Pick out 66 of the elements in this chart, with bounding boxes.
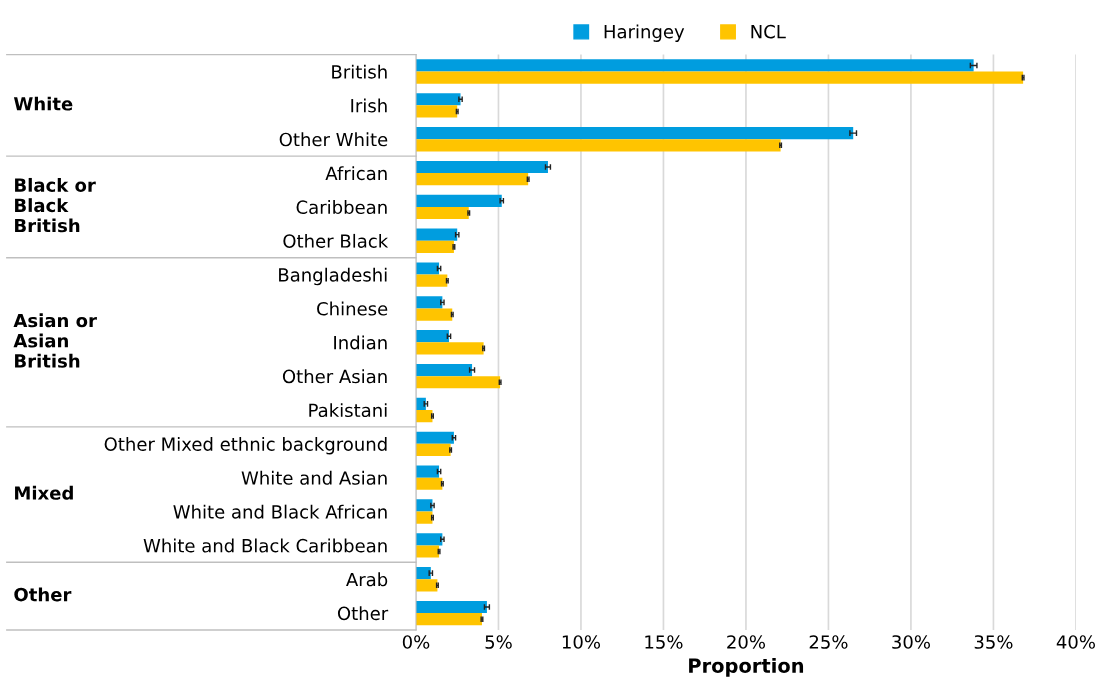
bar bbox=[415, 71, 1024, 84]
y-tick-label: British bbox=[332, 64, 387, 79]
bar bbox=[415, 296, 443, 309]
y-tick-label: Other Asian bbox=[282, 369, 387, 384]
bar bbox=[415, 228, 458, 241]
bar bbox=[415, 545, 440, 558]
x-tick-label: 20% bbox=[727, 635, 766, 649]
bar bbox=[415, 477, 443, 490]
bar bbox=[415, 579, 438, 592]
bar bbox=[415, 431, 454, 444]
text: White bbox=[13, 96, 73, 111]
bar bbox=[415, 342, 484, 355]
bar bbox=[415, 376, 501, 389]
y-tick-label: Chinese bbox=[317, 301, 388, 316]
y-tick-label: African bbox=[325, 166, 387, 181]
text: Other bbox=[14, 587, 72, 602]
x-tick-label: 10% bbox=[562, 635, 601, 649]
bar bbox=[415, 206, 469, 220]
text: Black or Black British bbox=[15, 177, 96, 233]
y-tick-label: White and Asian bbox=[241, 470, 387, 485]
x-tick-label: 25% bbox=[809, 635, 848, 649]
bar bbox=[415, 330, 449, 343]
y-tick-label: White and Black African bbox=[173, 504, 387, 519]
bar bbox=[415, 511, 433, 524]
y-tick-label: Caribbean bbox=[296, 200, 387, 215]
x-tick-label: 40% bbox=[1056, 635, 1095, 649]
bar bbox=[415, 127, 854, 140]
bar bbox=[415, 613, 482, 626]
text: Mixed bbox=[15, 485, 73, 500]
x-tick-label: 35% bbox=[974, 635, 1013, 649]
x-tick-label: 15% bbox=[645, 635, 683, 649]
bar bbox=[415, 262, 440, 275]
x-axis-title: Proportion bbox=[689, 657, 804, 677]
y-tick-label: White and Black Caribbean bbox=[143, 538, 387, 553]
bar bbox=[415, 274, 448, 287]
y-tick-label: Other White bbox=[279, 132, 388, 147]
bar bbox=[415, 499, 433, 512]
bar bbox=[415, 409, 433, 423]
y-tick-label: Pakistani bbox=[309, 403, 387, 418]
x-tick-label: 0% bbox=[402, 635, 430, 649]
bar bbox=[415, 194, 502, 207]
y-tick-label: Other Mixed ethnic background bbox=[104, 436, 387, 455]
bar bbox=[415, 240, 454, 253]
bar bbox=[415, 465, 440, 478]
y-tick-label: Arab bbox=[346, 572, 388, 587]
bar bbox=[415, 173, 529, 186]
bar bbox=[415, 93, 461, 106]
bar bbox=[415, 160, 548, 174]
y-tick-label: Bangladeshi bbox=[279, 267, 387, 286]
bar bbox=[415, 308, 453, 321]
legend-label: NCL bbox=[751, 24, 786, 39]
text: Asian or Asian British bbox=[13, 313, 97, 368]
y-tick-label: Other Black bbox=[283, 233, 389, 248]
y-tick-label: Irish bbox=[351, 98, 387, 113]
bar bbox=[415, 105, 458, 118]
x-tick-label: 5% bbox=[485, 635, 512, 649]
bar bbox=[415, 533, 443, 546]
y-tick-label: Other bbox=[337, 606, 389, 621]
bar bbox=[415, 363, 473, 377]
bar bbox=[415, 600, 487, 614]
y-tick-label: Indian bbox=[334, 335, 387, 350]
bar bbox=[415, 59, 974, 72]
bar bbox=[415, 139, 781, 152]
bar bbox=[415, 443, 451, 457]
legend-label: Haringey bbox=[604, 24, 685, 42]
x-tick-label: 30% bbox=[892, 635, 930, 649]
